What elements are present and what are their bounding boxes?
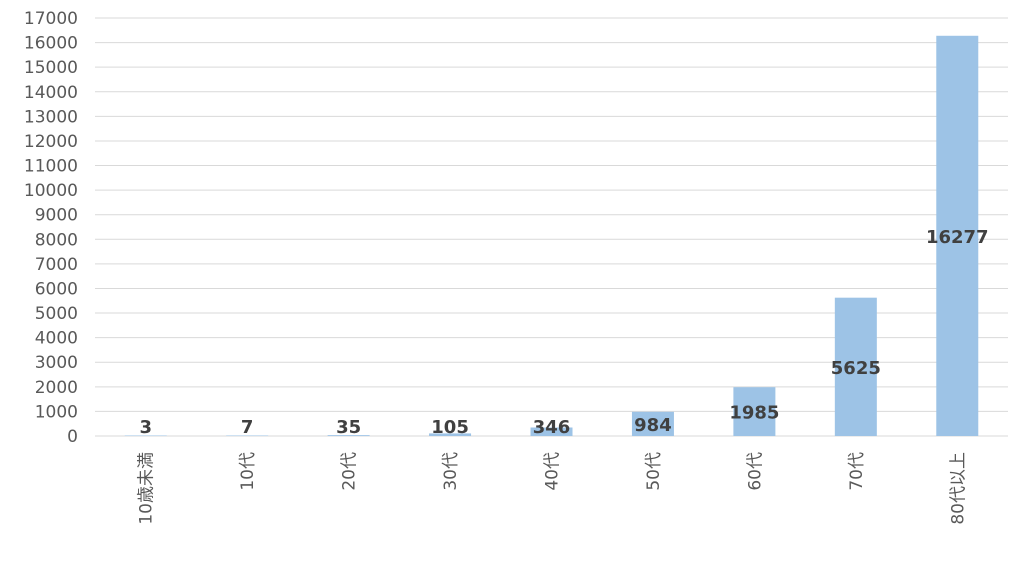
- bar: [834, 297, 877, 436]
- data-label: 7: [241, 417, 254, 438]
- x-tick-label: 60代: [745, 452, 765, 491]
- bar: [631, 411, 674, 436]
- data-label: 16277: [926, 227, 989, 248]
- y-tick-label: 2000: [35, 378, 78, 398]
- y-tick-label: 14000: [24, 83, 78, 103]
- x-tick-label: 20代: [340, 452, 360, 491]
- bar: [226, 435, 269, 436]
- y-tick-label: 1000: [35, 402, 78, 422]
- data-label: 35: [336, 417, 361, 438]
- bar: [936, 35, 979, 437]
- y-axis-ticks: 0 1000 2000 3000 4000 5000 6000 7000 8000 9000 100…: [24, 9, 78, 447]
- x-tick-label: 40代: [543, 452, 563, 491]
- y-tick-label: 8000: [35, 230, 78, 250]
- bar: [530, 427, 573, 436]
- y-tick-label: 7000: [35, 255, 78, 275]
- x-tick-label: 30代: [441, 452, 461, 491]
- y-tick-label: 9000: [35, 206, 78, 226]
- x-tick-label: 10歳未満: [137, 452, 157, 525]
- data-labels: 3 7 35 105 346 984 1985 5625 16277: [139, 227, 988, 438]
- y-tick-label: 16000: [24, 34, 78, 54]
- y-tick-label: 12000: [24, 132, 78, 152]
- bar: [327, 435, 370, 436]
- x-tick-label: 10代: [238, 452, 258, 491]
- y-tick-label: 11000: [24, 157, 78, 177]
- bar: [429, 433, 472, 436]
- data-label: 346: [533, 417, 571, 438]
- data-label: 105: [431, 417, 469, 438]
- y-tick-label: 5000: [35, 304, 78, 324]
- x-tick-label: 50代: [644, 452, 664, 491]
- x-axis-ticks: 10歳未満 10代 20代 30代 40代 50代 60代 70代 80代以上: [137, 452, 969, 525]
- y-tick-label: 17000: [24, 9, 78, 29]
- data-label: 3: [139, 417, 152, 438]
- y-tick-label: 10000: [24, 181, 78, 201]
- bar: [733, 387, 776, 436]
- y-tick-label: 15000: [24, 58, 78, 78]
- y-tick-label: 0: [67, 427, 78, 447]
- x-tick-label: 80代以上: [948, 452, 968, 525]
- data-label: 1985: [729, 403, 779, 424]
- gridlines: [95, 17, 1008, 437]
- y-tick-label: 6000: [35, 279, 78, 299]
- bar: [124, 435, 167, 436]
- bars: [124, 35, 979, 437]
- data-label: 984: [634, 415, 672, 436]
- data-label: 5625: [831, 358, 881, 379]
- y-tick-label: 4000: [35, 329, 78, 349]
- y-tick-label: 13000: [24, 107, 78, 127]
- x-tick-label: 70代: [847, 452, 867, 491]
- y-tick-label: 3000: [35, 353, 78, 373]
